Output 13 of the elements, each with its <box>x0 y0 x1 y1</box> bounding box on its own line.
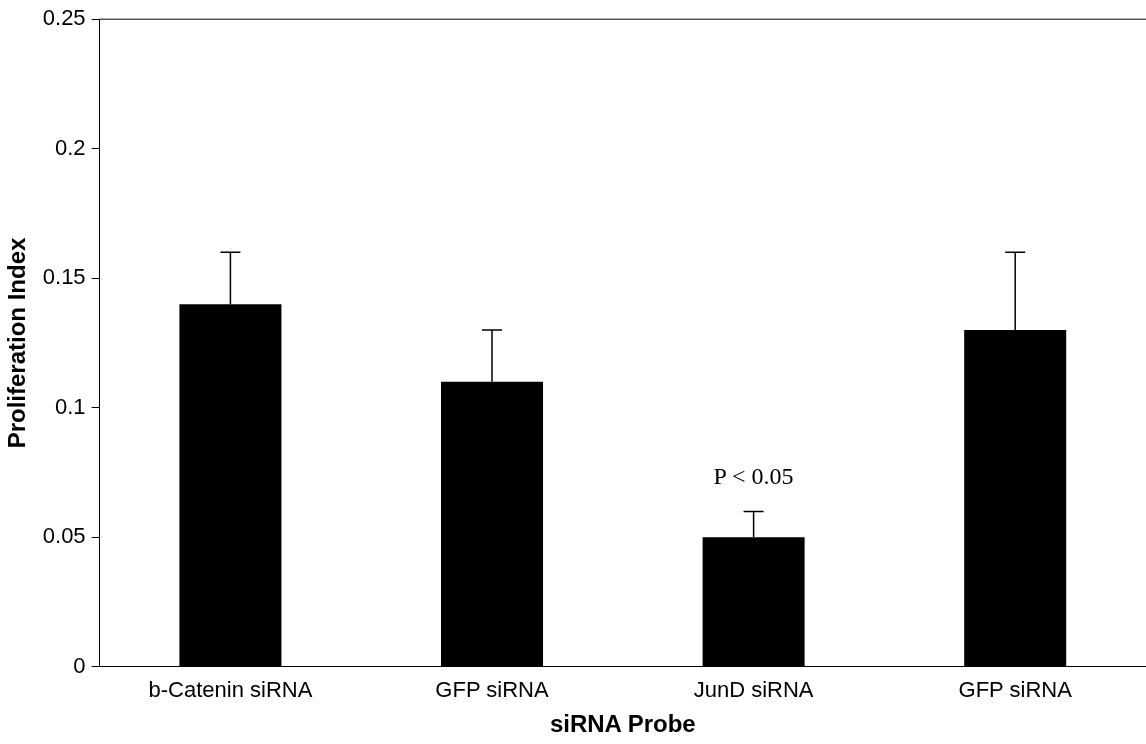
annotation: P < 0.05 <box>713 462 794 489</box>
y-tick-label: 0.15 <box>42 264 86 290</box>
y-tick-label: 0.25 <box>42 5 86 31</box>
x-tick-label: GFP siRNA <box>958 677 1073 703</box>
y-tick-label: 0.05 <box>42 523 86 549</box>
y-axis-title: Proliferation Index <box>3 237 31 449</box>
x-tick-label: b-Catenin siRNA <box>148 677 313 703</box>
x-tick-label: JunD siRNA <box>693 677 814 703</box>
y-tick-label: 0.2 <box>55 134 86 160</box>
y-tick-label: 0.1 <box>55 393 86 419</box>
x-tick-label: GFP siRNA <box>435 677 549 703</box>
x-axis-title: siRNA Probe <box>549 710 696 738</box>
y-tick-label: 0 <box>73 652 86 678</box>
